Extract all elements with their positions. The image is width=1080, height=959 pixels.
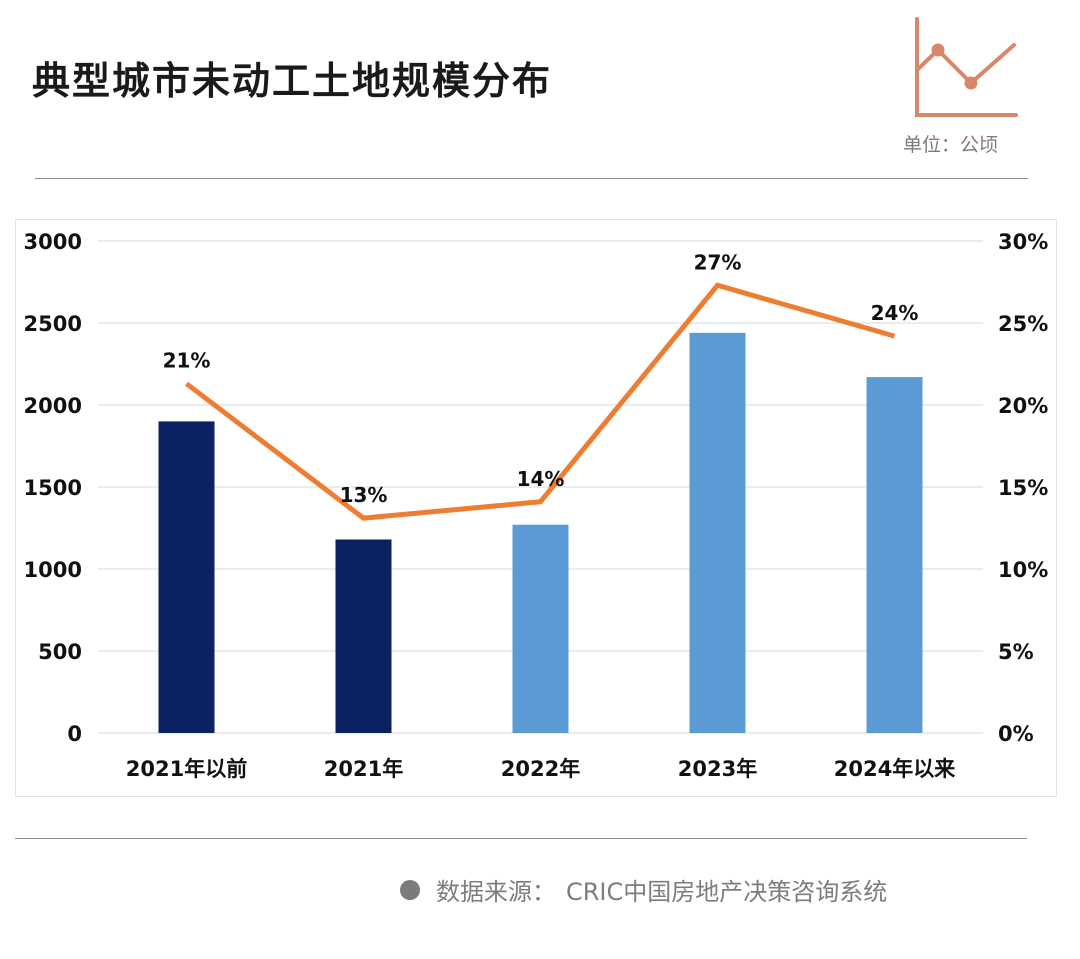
bar	[158, 421, 215, 733]
x-axis: 2021年以前 2021年 2022年 2023年 2024年以来	[126, 757, 956, 781]
bars	[158, 332, 923, 733]
y2-tick-label: 25%	[998, 312, 1048, 336]
y-tick-label: 3000	[24, 230, 82, 254]
chart-title: 典型城市未动工土地规模分布	[32, 59, 553, 103]
bar	[689, 332, 746, 733]
bar	[512, 524, 569, 733]
y-axis-right: 0% 5% 10% 15% 20% 25% 30%	[998, 230, 1048, 746]
y-tick-label: 2000	[24, 394, 82, 418]
y2-tick-label: 10%	[998, 558, 1048, 582]
x-tick-label: 2021年	[324, 757, 403, 781]
data-label: 24%	[871, 301, 919, 325]
y2-tick-label: 0%	[998, 722, 1034, 746]
y2-tick-label: 5%	[998, 640, 1034, 664]
line-chart-icon	[910, 14, 1020, 120]
data-label: 27%	[694, 250, 742, 274]
source-value: CRIC中国房地产决策咨询系统	[566, 878, 888, 906]
data-labels: 21% 13% 14% 27% 24%	[163, 250, 919, 507]
footer-divider	[15, 838, 1027, 839]
y2-tick-label: 20%	[998, 394, 1048, 418]
ratio-line	[184, 282, 896, 521]
bar	[335, 539, 392, 733]
data-label: 21%	[163, 349, 211, 373]
x-tick-label: 2024年以来	[834, 757, 956, 781]
y-axis-left: 0 500 1000 1500 2000 2500 3000	[24, 230, 82, 746]
y-tick-label: 500	[38, 640, 82, 664]
y-tick-label: 1000	[24, 558, 82, 582]
header-divider	[35, 178, 1028, 179]
x-tick-label: 2022年	[501, 757, 580, 781]
chart-frame	[15, 219, 1057, 797]
bar	[866, 377, 923, 733]
x-tick-label: 2021年以前	[126, 757, 247, 781]
y-tick-label: 1500	[24, 476, 82, 500]
y-tick-label: 2500	[24, 312, 82, 336]
bullet-dot-icon	[400, 879, 420, 900]
y2-tick-label: 30%	[998, 230, 1048, 254]
source-note: 数据来源： CRIC中国房地产决策咨询系统	[400, 872, 887, 907]
data-label: 13%	[340, 483, 388, 507]
ratio-line-path	[184, 282, 896, 521]
x-tick-label: 2023年	[678, 757, 757, 781]
source-label: 数据来源：	[436, 878, 556, 906]
y2-tick-label: 15%	[998, 476, 1048, 500]
y-tick-label: 0	[67, 722, 82, 746]
unit-label: 单位：公顷	[903, 134, 999, 156]
data-label: 14%	[517, 467, 565, 491]
